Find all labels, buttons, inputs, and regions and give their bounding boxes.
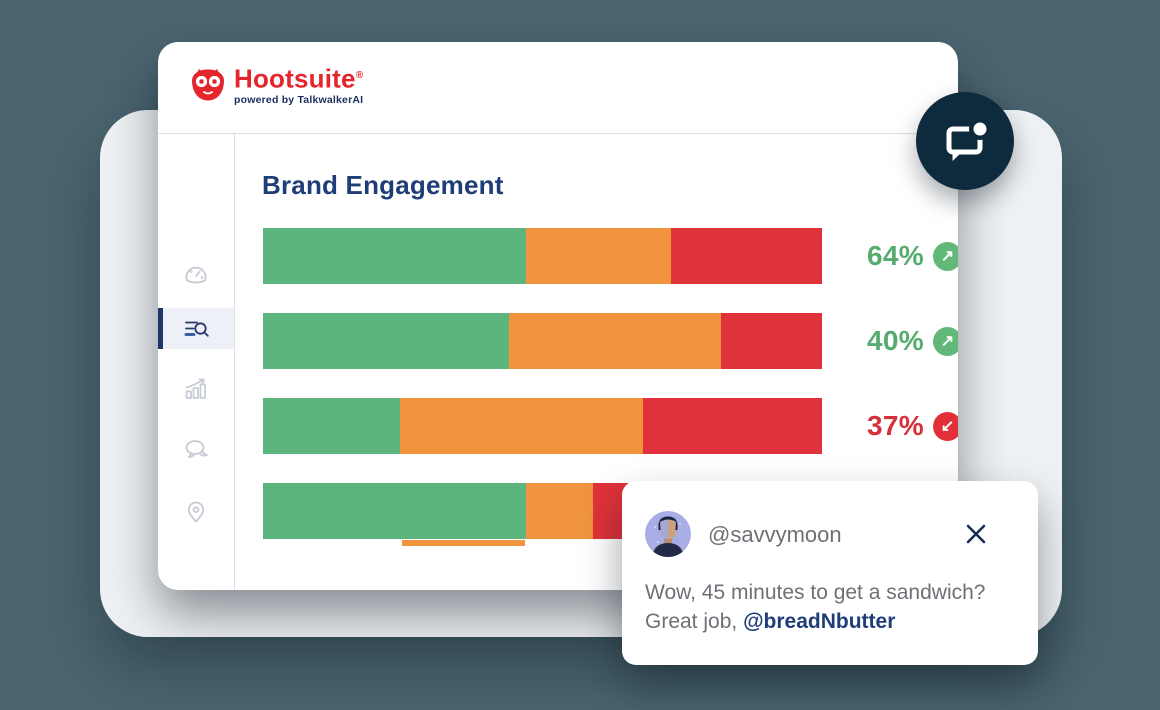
brand-tagline: powered by TalkwalkerAI: [234, 93, 364, 106]
page-title: Brand Engagement: [262, 170, 504, 200]
bar-segment-positive: [263, 398, 400, 454]
stacked-bar: [263, 228, 822, 284]
trend-down-icon: ↙: [933, 411, 958, 441]
bar-segment-negative: [671, 228, 822, 284]
bar-segment-neutral: [525, 483, 593, 539]
brand-wordmark: Hootsuite®: [234, 63, 364, 94]
engagement-bar-row: 64% ↗: [263, 228, 958, 284]
chat-bubbles-icon: [185, 439, 208, 458]
hootsuite-logo: Hootsuite® powered by TalkwalkerAI: [186, 62, 363, 106]
bar-segment-neutral: [508, 313, 722, 369]
engagement-bar-row: 40% ↗: [263, 313, 958, 369]
app-header: Hootsuite® powered by TalkwalkerAI: [158, 42, 958, 134]
gauge-icon: [185, 266, 207, 283]
bar-segment-positive: [263, 483, 526, 539]
bar-segment-negative: [643, 398, 822, 454]
sidebar: [158, 134, 235, 590]
bar-segment-neutral: [525, 228, 672, 284]
sidebar-item-listening[interactable]: [158, 308, 234, 349]
sidebar-item-dashboard[interactable]: [158, 254, 234, 295]
bar-segment-positive: [263, 313, 509, 369]
bar-segment-negative: [721, 313, 822, 369]
notification-message: Wow, 45 minutes to get a sandwich? Great…: [645, 578, 985, 636]
avatar: [645, 511, 691, 557]
bar-chart-icon: [185, 378, 206, 399]
mention-link[interactable]: @breadNbutter: [743, 610, 896, 633]
stacked-bar: [263, 313, 822, 369]
trend-value: 37%: [867, 410, 924, 441]
hootsuite-dashboard-card: Hootsuite® powered by TalkwalkerAI: [158, 42, 958, 590]
sidebar-item-analytics[interactable]: [158, 368, 234, 409]
message-line-1: Wow, 45 minutes to get a sandwich?: [645, 581, 986, 604]
chat-notification-icon: [946, 118, 989, 161]
bar-segment-neutral: [399, 398, 644, 454]
bar-segment-positive: [263, 228, 526, 284]
trend-up-icon: ↗: [933, 241, 958, 271]
message-line-2: Great job, @breadNbutter: [645, 610, 896, 633]
sidebar-item-locations[interactable]: [158, 491, 234, 532]
trend-value: 64%: [867, 240, 924, 271]
trend-value: 40%: [867, 325, 924, 356]
close-icon: [966, 524, 986, 544]
stacked-bar: [263, 398, 822, 454]
registered-mark: ®: [355, 70, 364, 81]
notification-username: @savvymoon: [708, 522, 842, 547]
close-button[interactable]: [965, 523, 987, 545]
location-pin-icon: [187, 501, 205, 522]
chat-notification-button[interactable]: [916, 92, 1014, 190]
sidebar-item-conversations[interactable]: [158, 428, 234, 469]
trend-up-icon: ↗: [933, 326, 958, 356]
partial-bar-segment: [402, 540, 525, 546]
engagement-bar-row: 37% ↙: [263, 398, 958, 454]
hootsuite-owl-icon: [192, 69, 224, 101]
list-search-icon: [184, 321, 209, 337]
notification-card: @savvymoon Wow, 45 minutes to get a sand…: [622, 481, 1038, 665]
